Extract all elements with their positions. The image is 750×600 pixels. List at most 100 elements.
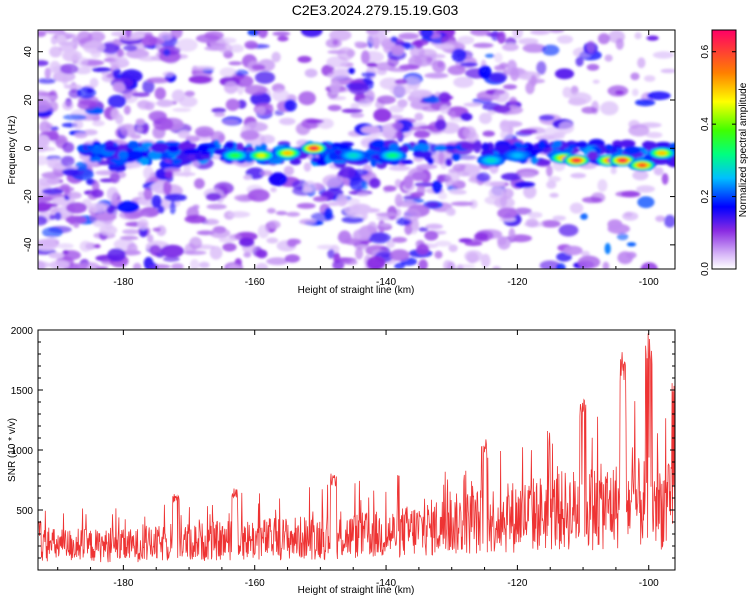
heatmap-band-cell	[538, 140, 546, 150]
heatmap-cell	[91, 67, 112, 73]
heatmap-peak	[618, 158, 627, 163]
heatmap-cell	[357, 192, 370, 197]
heatmap-band-cell	[127, 140, 140, 149]
heatmap-cell	[644, 75, 656, 82]
x-tick-label: -160	[245, 578, 265, 589]
heatmap-cell	[38, 215, 48, 226]
heatmap-cell	[178, 96, 198, 108]
heatmap-cell	[338, 230, 352, 244]
heatmap-cell	[266, 237, 279, 244]
heatmap-cell	[39, 120, 51, 134]
heatmap-cell	[393, 262, 406, 269]
heatmap-cell	[304, 68, 318, 78]
heatmap-cell	[597, 179, 608, 192]
colorbar-tick-label: 0.2	[700, 189, 711, 203]
heatmap-cell	[194, 178, 205, 189]
heatmap-cell	[267, 208, 276, 214]
heatmap-cell	[653, 167, 664, 176]
heatmap-band-cell	[225, 141, 235, 150]
heatmap-cell	[288, 238, 301, 245]
heatmap-band-cell	[414, 151, 433, 159]
heatmap-cell	[209, 228, 231, 239]
heatmap-cell	[107, 248, 126, 262]
heatmap-cell	[508, 227, 516, 242]
heatmap-cell	[539, 260, 561, 269]
y-tick-label: 1500	[11, 386, 34, 397]
heatmap-cell	[556, 252, 572, 262]
heatmap-cell	[432, 60, 446, 73]
heatmap-cell	[464, 164, 482, 174]
heatmap-band-cell	[118, 150, 129, 160]
heatmap-cell	[132, 262, 142, 269]
heatmap-cell	[54, 212, 62, 221]
heatmap-cell	[597, 33, 610, 45]
heatmap-cell	[191, 160, 200, 167]
heatmap-cell	[626, 242, 637, 247]
heatmap-cell	[652, 51, 675, 59]
heatmap-band-cell	[112, 159, 129, 165]
heatmap-cell	[604, 54, 613, 62]
heatmap-cell	[256, 249, 268, 259]
heatmap-cell	[316, 244, 336, 250]
heatmap-cell	[109, 173, 121, 184]
y-tick-label: 20	[23, 94, 34, 106]
heatmap-cell	[218, 237, 236, 243]
heatmap-cell	[556, 35, 574, 44]
heatmap-cell	[177, 130, 191, 139]
heatmap-cell	[75, 161, 88, 171]
heatmap-cell	[188, 75, 212, 84]
heatmap-band-cell	[86, 144, 95, 150]
heatmap-band-cell	[138, 157, 150, 166]
heatmap-band-cell	[445, 144, 456, 151]
heatmap-cell	[156, 99, 174, 108]
colorbar-gradient	[711, 29, 737, 270]
heatmap-cell	[59, 41, 77, 47]
heatmap-cell	[345, 198, 361, 206]
heatmap-cell	[602, 261, 610, 269]
heatmap-cell	[341, 108, 363, 114]
heatmap-peak	[283, 151, 292, 156]
heatmap-cell	[390, 36, 398, 43]
heatmap-cell	[416, 185, 426, 196]
heatmap-cell	[483, 181, 506, 187]
heatmap-cell	[225, 98, 240, 112]
heatmap-cell	[251, 64, 266, 71]
heatmap-cell	[66, 202, 87, 214]
heatmap-cell	[62, 142, 75, 153]
heatmap-cell	[79, 240, 93, 252]
heatmap-cell	[240, 130, 260, 141]
heatmap-cell	[229, 44, 244, 53]
heatmap-cell	[460, 112, 473, 121]
heatmap-cell	[503, 84, 517, 90]
heatmap-cell	[297, 55, 312, 63]
heatmap-cell	[369, 177, 381, 189]
heatmap-y-axis: 40 20 0 -20 -40	[23, 46, 675, 252]
heatmap-cell	[660, 68, 675, 74]
heatmap-cell	[530, 30, 550, 35]
heatmap-cell	[522, 43, 547, 53]
heatmap-cell	[127, 243, 138, 254]
heatmap-cell	[502, 43, 519, 52]
heatmap-cell	[60, 155, 75, 167]
heatmap-cell	[391, 45, 405, 56]
heatmap-cell	[509, 234, 532, 243]
heatmap-band-cell	[401, 144, 409, 153]
heatmap-cell	[171, 263, 184, 269]
heatmap-cell	[398, 32, 420, 40]
heatmap-cell	[464, 241, 483, 247]
heatmap-cell	[151, 194, 162, 209]
heatmap-cell	[67, 191, 82, 199]
heatmap-band-cell	[167, 145, 180, 153]
heatmap-cell	[615, 90, 624, 95]
heatmap-cell	[621, 190, 641, 198]
heatmap-cell	[536, 61, 547, 75]
heatmap-band-cell	[427, 157, 435, 165]
heatmap-cell	[332, 39, 339, 46]
heatmap-cell	[137, 218, 149, 230]
heatmap-cell	[489, 72, 508, 82]
heatmap-cell	[295, 122, 311, 136]
heatmap-cell	[327, 104, 342, 112]
heatmap-cell	[354, 41, 364, 46]
heatmap-cell	[256, 106, 266, 115]
heatmap-cell	[163, 256, 180, 262]
